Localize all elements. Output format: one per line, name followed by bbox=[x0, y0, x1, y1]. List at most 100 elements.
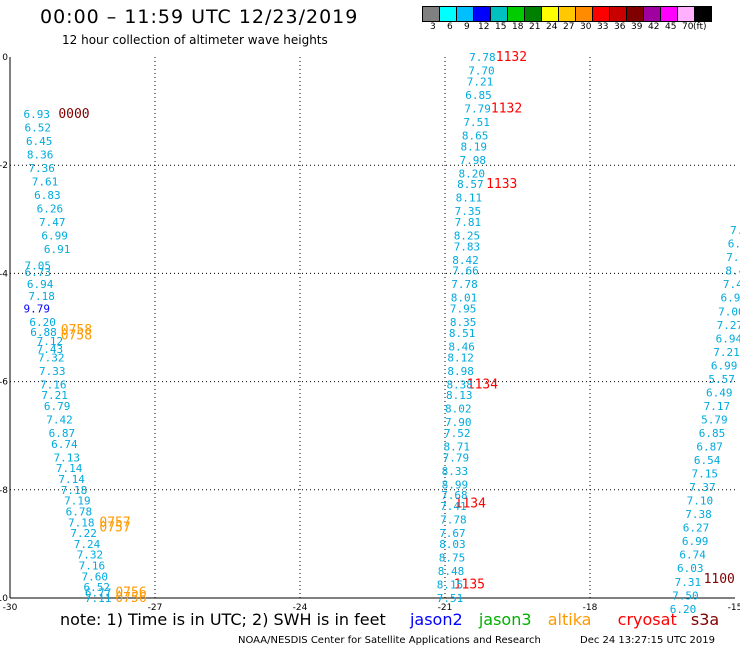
legend-jason3: jason3 bbox=[478, 610, 532, 629]
wave-height-label: 7.35 bbox=[455, 205, 482, 218]
y-tick-label: -10 bbox=[0, 594, 8, 604]
color-scale-label: (ft) bbox=[693, 22, 707, 32]
wave-height-label: 8.57 bbox=[457, 178, 484, 191]
wave-height-label: 7.67 bbox=[439, 527, 466, 540]
wave-height-label: 6.74 bbox=[51, 438, 78, 451]
time-label: 0756 bbox=[115, 591, 146, 606]
wave-height-label: 7.83 bbox=[454, 240, 481, 253]
wave-height-label: 6.85 bbox=[699, 427, 726, 440]
wave-height-label: 5.57 bbox=[708, 373, 735, 386]
wave-height-label: 7.21 bbox=[713, 346, 740, 359]
time-label: 0758 bbox=[61, 329, 92, 344]
wave-height-label: 8.15 bbox=[437, 578, 464, 591]
chart-title: 00:00 – 11:59 UTC 12/23/2019 bbox=[40, 6, 359, 28]
wave-height-label: 7.61 bbox=[32, 175, 59, 188]
wave-height-label: 6. bbox=[728, 238, 740, 251]
wave-height-label: 8.65 bbox=[462, 129, 489, 142]
wave-height-label: 6.87 bbox=[696, 441, 723, 454]
color-scale-bar bbox=[422, 6, 712, 22]
y-tick-label: -8 bbox=[0, 486, 8, 496]
legend-jason2: jason2 bbox=[409, 610, 463, 629]
wave-height-label: 7.95 bbox=[450, 303, 477, 316]
color-scale-box bbox=[457, 7, 474, 21]
wave-height-label: 8.35 bbox=[450, 316, 477, 329]
wave-height-label: 9.79 bbox=[24, 303, 51, 316]
wave-height-label: 8.38 bbox=[446, 378, 473, 391]
time-label: 0756 bbox=[115, 586, 146, 601]
color-scale-box bbox=[423, 7, 440, 21]
wave-height-label: 7.41 bbox=[440, 500, 467, 513]
color-scale-label: 21 bbox=[529, 22, 541, 32]
time-label: 1134 bbox=[467, 377, 498, 392]
color-scale-label: 36 bbox=[614, 22, 626, 32]
color-scale-label: 3 bbox=[430, 22, 436, 32]
wave-height-label: 6.27 bbox=[683, 522, 710, 535]
wave-height-label: 7.19 bbox=[64, 495, 91, 508]
wave-height-label: 8.71 bbox=[444, 441, 471, 454]
color-scale-box bbox=[644, 7, 661, 21]
wave-height-label: 7.10 bbox=[687, 495, 714, 508]
time-label: 0000 bbox=[58, 107, 89, 122]
wave-height-label: 7.78 bbox=[469, 51, 496, 64]
y-tick-label: 0 bbox=[2, 53, 8, 63]
wave-height-label: 8.98 bbox=[447, 365, 474, 378]
wave-height-label: 7.68 bbox=[441, 489, 468, 502]
wave-height-label: 6.94 bbox=[721, 292, 740, 305]
wave-height-label: 7.33 bbox=[39, 365, 66, 378]
wave-height-label: 6.93 bbox=[24, 108, 51, 121]
color-scale-box bbox=[661, 7, 678, 21]
wave-height-label: 8.75 bbox=[439, 551, 466, 564]
time-label: 1100 bbox=[704, 572, 735, 587]
wave-height-label: 7.66 bbox=[452, 265, 479, 278]
color-scale-box bbox=[474, 7, 491, 21]
time-label: 0757 bbox=[99, 521, 130, 536]
wave-height-label: 7.05 bbox=[25, 259, 52, 272]
wave-height-label: 7.38 bbox=[685, 508, 712, 521]
y-tick-label: -4 bbox=[0, 269, 8, 279]
wave-height-label: 8.20 bbox=[459, 167, 486, 180]
x-tick-label: -21 bbox=[438, 603, 453, 613]
color-scale-label: 12 bbox=[478, 22, 490, 32]
units-note: note: 1) Time is in UTC; 2) SWH is in fe… bbox=[60, 610, 386, 629]
time-label: 0758 bbox=[61, 323, 92, 338]
wave-height-label: 7.13 bbox=[54, 451, 81, 464]
wave-height-label: 7. bbox=[730, 224, 740, 237]
wave-height-label: 7.32 bbox=[38, 351, 65, 364]
wave-height-label: 8.13 bbox=[446, 389, 473, 402]
x-tick-label: -18 bbox=[583, 603, 598, 613]
wave-height-label: 6.26 bbox=[37, 202, 64, 215]
time-label: 1134 bbox=[455, 496, 486, 511]
wave-height-label: 7.70 bbox=[468, 65, 495, 78]
time-label: 0757 bbox=[99, 515, 130, 530]
y-tick-label: -6 bbox=[0, 378, 8, 388]
color-scale-label: 15 bbox=[495, 22, 507, 32]
wave-height-label: 8.01 bbox=[451, 292, 478, 305]
color-scale-box bbox=[525, 7, 542, 21]
wave-height-label: 7. bbox=[726, 251, 739, 264]
x-tick-label: -24 bbox=[293, 603, 308, 613]
color-scale-label: 24 bbox=[546, 22, 558, 32]
legend-cryosat: cryosat bbox=[617, 610, 677, 629]
wave-height-label: 7.98 bbox=[460, 154, 487, 167]
wave-height-label: 7.14 bbox=[58, 473, 85, 486]
wave-height-label: 6.73 bbox=[25, 266, 52, 279]
wave-height-label: 6.77 bbox=[85, 587, 112, 600]
wave-height-label: 7.81 bbox=[455, 216, 482, 229]
color-scale-label: 45 bbox=[665, 22, 677, 32]
wave-height-label: 8.11 bbox=[456, 192, 483, 205]
wave-height-label: 5.79 bbox=[701, 413, 728, 426]
wave-height-label: 7.21 bbox=[41, 389, 68, 402]
wave-height-label: 7.24 bbox=[74, 538, 101, 551]
wave-height-label: 7.17 bbox=[704, 400, 731, 413]
wave-height-label: 8.25 bbox=[454, 230, 481, 243]
wave-height-label: 6.20 bbox=[670, 603, 697, 616]
wave-height-label: 7.15 bbox=[692, 468, 719, 481]
legend-s3a: s3a bbox=[690, 610, 720, 629]
wave-height-label: 7.21 bbox=[467, 75, 494, 88]
wave-height-label: 7.78 bbox=[451, 278, 478, 291]
time-label: 1133 bbox=[486, 177, 517, 192]
wave-height-label: 7.52 bbox=[444, 427, 471, 440]
color-scale-label: 6 bbox=[447, 22, 453, 32]
color-scale-label: 33 bbox=[597, 22, 609, 32]
